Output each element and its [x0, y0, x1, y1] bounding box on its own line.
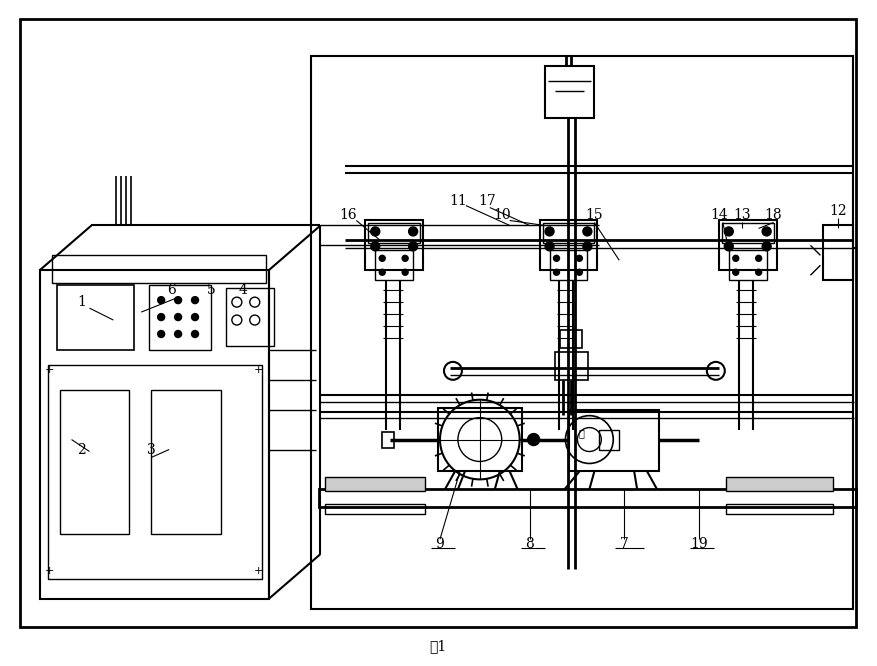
Bar [366, 220, 423, 270]
Text: 14: 14 [710, 208, 728, 222]
Text: 13: 13 [733, 208, 751, 222]
Bar [325, 504, 425, 514]
Bar [560, 330, 582, 348]
Text: 2: 2 [77, 442, 86, 456]
Bar [226, 288, 274, 346]
Circle shape [158, 296, 165, 304]
Bar [52, 255, 266, 283]
Circle shape [175, 314, 182, 320]
Bar [545, 66, 595, 118]
Bar [824, 226, 853, 280]
Circle shape [191, 314, 198, 320]
Circle shape [545, 227, 554, 236]
Bar [368, 224, 420, 243]
Circle shape [733, 269, 738, 275]
Text: 19: 19 [690, 537, 708, 551]
Text: 7: 7 [620, 537, 629, 551]
Circle shape [576, 269, 582, 275]
Bar [726, 478, 833, 492]
Text: 9: 9 [436, 537, 445, 551]
Text: 11: 11 [449, 194, 467, 208]
Text: 3: 3 [146, 442, 155, 456]
Bar [57, 285, 134, 350]
Circle shape [733, 255, 738, 261]
Circle shape [379, 269, 385, 275]
Circle shape [756, 269, 761, 275]
Text: 5: 5 [207, 283, 216, 297]
Text: ★: ★ [579, 429, 584, 438]
Circle shape [191, 296, 198, 304]
Bar [438, 408, 522, 472]
Circle shape [545, 242, 554, 251]
Bar [310, 56, 853, 609]
Bar [382, 432, 394, 448]
Bar [729, 250, 766, 280]
Circle shape [409, 242, 417, 251]
Circle shape [175, 330, 182, 338]
Bar [151, 390, 221, 534]
Text: 12: 12 [830, 204, 847, 218]
Bar [550, 250, 588, 280]
Circle shape [528, 434, 539, 446]
Text: 4: 4 [239, 283, 247, 297]
Circle shape [403, 269, 408, 275]
Bar [149, 285, 211, 350]
Bar [726, 504, 833, 514]
Circle shape [409, 227, 417, 236]
Circle shape [553, 269, 560, 275]
Text: +: + [45, 365, 54, 375]
Bar [543, 224, 595, 243]
Circle shape [756, 255, 761, 261]
Circle shape [191, 330, 198, 338]
Bar [325, 478, 425, 492]
Text: 8: 8 [525, 537, 534, 551]
Bar [719, 220, 777, 270]
Circle shape [379, 255, 385, 261]
Circle shape [762, 242, 771, 251]
Text: 1: 1 [77, 295, 86, 309]
Text: 18: 18 [765, 208, 782, 222]
Text: 17: 17 [478, 194, 496, 208]
Circle shape [175, 296, 182, 304]
Text: 16: 16 [339, 208, 357, 222]
Circle shape [158, 314, 165, 320]
Bar [554, 352, 588, 380]
Circle shape [583, 242, 592, 251]
Bar [569, 410, 660, 472]
Circle shape [724, 242, 733, 251]
Text: 图1: 图1 [430, 639, 446, 654]
Text: 6: 6 [167, 283, 175, 297]
Bar [47, 365, 261, 579]
Text: +: + [254, 365, 263, 375]
Circle shape [371, 242, 380, 251]
Circle shape [762, 227, 771, 236]
Bar [539, 220, 597, 270]
Circle shape [576, 255, 582, 261]
Circle shape [403, 255, 408, 261]
Circle shape [583, 227, 592, 236]
Bar [599, 430, 619, 450]
Bar [375, 250, 413, 280]
Text: 15: 15 [586, 208, 603, 222]
Circle shape [724, 227, 733, 236]
Bar [722, 224, 774, 243]
Bar [318, 490, 856, 507]
Text: +: + [45, 566, 54, 576]
Text: +: + [254, 566, 263, 576]
Bar [39, 270, 268, 599]
Circle shape [553, 255, 560, 261]
Text: 10: 10 [493, 208, 510, 222]
Circle shape [158, 330, 165, 338]
Circle shape [371, 227, 380, 236]
Bar [60, 390, 129, 534]
